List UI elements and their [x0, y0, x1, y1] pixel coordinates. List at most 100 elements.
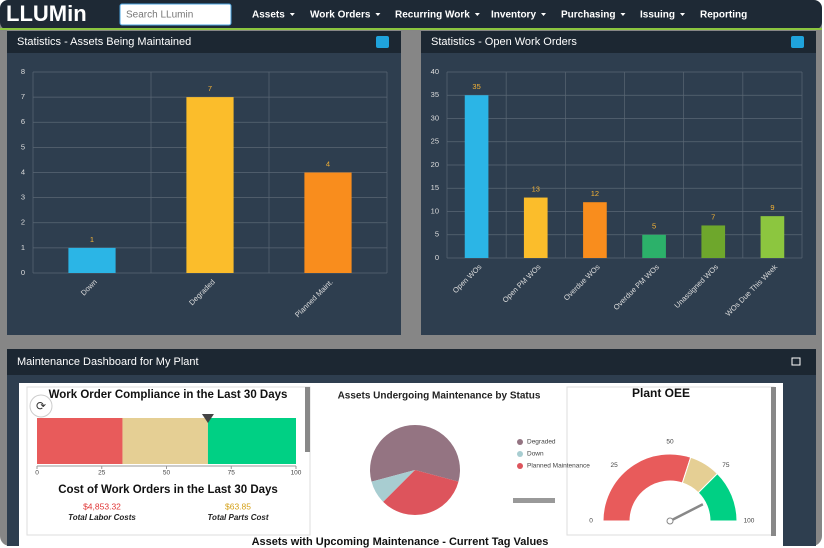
logo[interactable]: LLUMin [6, 1, 87, 26]
dropdown-caret [289, 13, 295, 16]
nav-item[interactable]: Recurring Work [395, 10, 470, 21]
legend-swatch [517, 439, 523, 445]
y-tick-label: 7 [21, 92, 25, 101]
scrollbar [305, 387, 310, 452]
tick-label: 0 [589, 518, 593, 525]
y-tick-label: 10 [431, 206, 439, 215]
bar [186, 97, 234, 273]
y-tick-label: 8 [21, 67, 25, 76]
y-tick-label: 5 [21, 142, 25, 151]
search-placeholder: Search LLumin [126, 10, 193, 21]
scrollbar [771, 387, 776, 537]
panel-title: Statistics - Open Work Orders [431, 36, 577, 48]
needle-hub [666, 517, 674, 525]
dropdown-caret [541, 13, 547, 16]
bottom-title: Assets with Upcoming Maintenance - Curre… [252, 536, 549, 548]
y-tick-label: 30 [431, 113, 439, 122]
value-label: 12 [591, 189, 599, 198]
x-tick-label: 0 [35, 470, 39, 477]
bottom-widget [27, 536, 777, 546]
y-tick-label: 4 [21, 167, 25, 176]
nav-item[interactable]: Inventory [491, 10, 536, 21]
widget-title: Assets Undergoing Maintenance by Status [338, 391, 541, 402]
legend-label: Planned Maintenance [527, 463, 590, 470]
panel-header [7, 349, 816, 375]
panel-header [7, 31, 401, 53]
nav-item[interactable]: Purchasing [561, 10, 615, 21]
band [122, 418, 208, 464]
bar [523, 197, 548, 258]
panel-title: Statistics - Assets Being Maintained [17, 36, 191, 48]
refresh-icon: ⟳ [36, 399, 46, 413]
y-tick-label: 35 [431, 90, 439, 99]
legend-label: Degraded [527, 439, 556, 446]
scrollbar [513, 498, 555, 503]
panel-button[interactable] [791, 357, 801, 366]
bar [642, 234, 666, 258]
dropdown-caret [474, 13, 480, 16]
cost-amount: $4,853.32 [83, 501, 121, 511]
bar [701, 225, 726, 258]
bar [583, 202, 607, 258]
bar [304, 172, 352, 273]
panel-header [421, 31, 816, 53]
pie-slice [371, 470, 415, 502]
value-label: 35 [472, 82, 480, 91]
legend-label: Down [527, 451, 544, 458]
x-tick-label: 25 [98, 470, 106, 477]
legend-swatch [517, 451, 523, 457]
cost-label: Total Parts Cost [207, 513, 268, 522]
bar [68, 247, 116, 273]
panel-button[interactable] [376, 36, 389, 48]
value-label: 1 [90, 235, 94, 244]
dropdown-caret [680, 13, 686, 16]
marker [201, 414, 214, 423]
widget-title: Plant OEE [632, 386, 690, 400]
refresh-button[interactable] [29, 394, 53, 418]
value-label: 5 [652, 222, 656, 231]
value-label: 7 [711, 212, 715, 221]
y-tick-label: 5 [435, 230, 439, 239]
nav-item[interactable]: Assets [252, 10, 285, 21]
panel-title: Maintenance Dashboard for My Plant [17, 356, 199, 368]
band [697, 472, 738, 522]
band [207, 418, 296, 464]
y-tick-label: 15 [431, 183, 439, 192]
y-tick-label: 6 [21, 117, 25, 126]
tick-label: 100 [744, 518, 755, 525]
tick-label: 75 [722, 462, 730, 469]
tick-label: 25 [611, 462, 619, 469]
y-tick-label: 0 [435, 253, 439, 262]
y-tick-label: 3 [21, 193, 25, 202]
pie-slice [383, 470, 459, 515]
y-tick-label: 20 [431, 160, 439, 169]
y-tick-label: 1 [21, 243, 25, 252]
bar [464, 95, 489, 258]
widget-title: Work Order Compliance in the Last 30 Day… [49, 389, 288, 401]
band [37, 418, 123, 464]
x-tick-label: 75 [228, 470, 236, 477]
value-label: 4 [326, 159, 330, 168]
cost-label: Total Labor Costs [68, 513, 136, 522]
x-tick-label: 100 [291, 470, 302, 477]
y-tick-label: 0 [21, 268, 25, 277]
bar [760, 216, 785, 258]
cost-amount: $63.85 [225, 501, 251, 511]
dropdown-caret [375, 13, 381, 16]
search-box[interactable] [119, 3, 232, 26]
y-tick-label: 25 [431, 137, 439, 146]
value-label: 13 [532, 185, 540, 194]
pie-slice [370, 425, 460, 482]
nav-item[interactable]: Reporting [700, 10, 747, 21]
nav-border [0, 28, 822, 30]
value-label: 9 [770, 203, 774, 212]
nav-item[interactable]: Issuing [640, 10, 675, 21]
y-tick-label: 2 [21, 218, 25, 227]
value-label: 7 [208, 84, 212, 93]
panel-button[interactable] [791, 36, 804, 48]
cost-title: Cost of Work Orders in the Last 30 Days [58, 484, 278, 496]
legend-swatch [517, 463, 523, 469]
nav-item[interactable]: Work Orders [310, 10, 371, 21]
